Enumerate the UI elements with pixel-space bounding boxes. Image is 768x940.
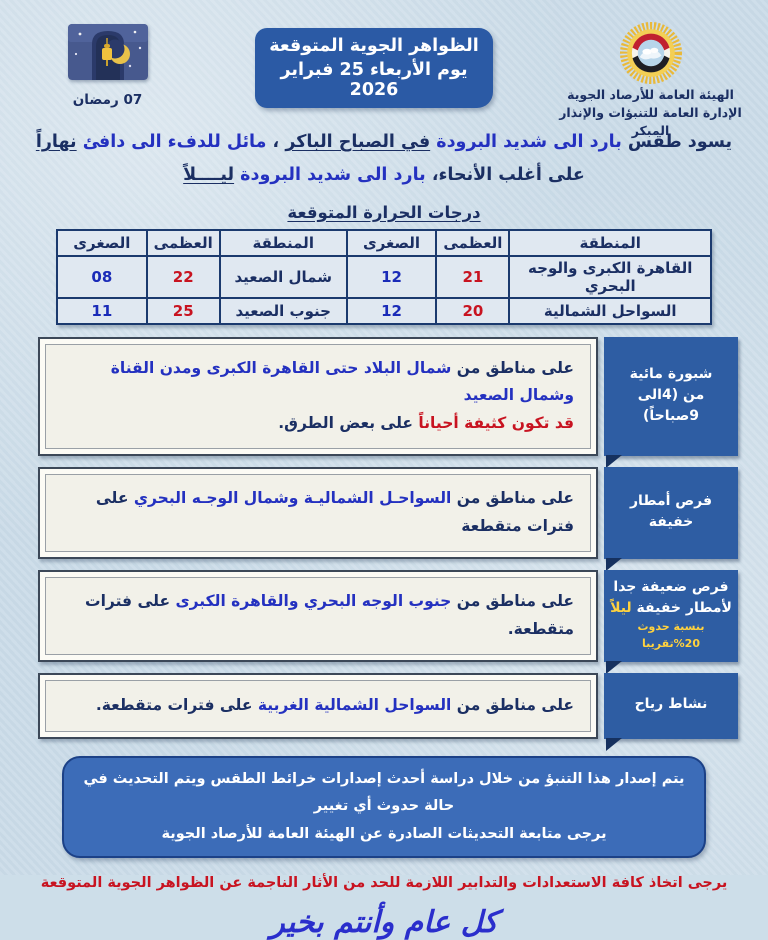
temperature-table: المنطقة العظمى الصغرى المنطقة العظمى الص… [56, 228, 712, 325]
agency-block: الهيئة العامة للأرصاد الجوية الإدارة الع… [543, 14, 758, 140]
alert-label-line: شبورة مائية [629, 365, 713, 382]
alert-label-text: لأمطار خفيفة [631, 600, 732, 617]
alert-text-line: على مناطق من السواحـل الشماليـة وشمال ال… [62, 485, 574, 541]
summary-text: على أغلب الأنحاء، [425, 165, 585, 186]
summary-line-2: على أغلب الأنحاء، بارد الى شديد البرودة … [0, 159, 768, 192]
meteorological-authority-logo-icon [619, 21, 682, 85]
alert-text-line: على مناطق من شمال البلاد حتى القاهرة الك… [62, 355, 574, 411]
summary-text: مائل للدفء الى دافئ [76, 132, 267, 152]
alert-text-line: على مناطق من جنوب الوجه البحري والقاهرة … [62, 588, 574, 644]
update-notice-line: يتم إصدار هذا التنبؤ من خلال دراسة أحدث … [83, 770, 685, 815]
max-temp-cell: 20 [435, 296, 511, 325]
bulletin-date: يوم الأربعاء 25 فبراير 2026 [280, 60, 468, 100]
col-header-min: الصغرى [345, 228, 438, 257]
bulletin-title: الظواهر الجوية المتوقعة [269, 36, 479, 56]
alert-text: السواحل الشمالية الغربية [257, 695, 452, 714]
alert-label-weak-rain-chance: فرص ضعيفة جدا لأمطار خفيفة ليلاً بنسبة ح… [604, 569, 738, 674]
alert-text: السواحـل الشماليـة وشمال الوجـه البحري [133, 489, 452, 508]
alert-text: على فترات متقطعة. [95, 695, 258, 714]
max-temp-cell: 22 [145, 254, 221, 299]
alert-text: على مناطق من [451, 489, 574, 508]
alert-label-line: فرص أمطار [630, 493, 713, 510]
region-cell: القاهرة الكبرى والوجه البحري [508, 254, 712, 299]
summary-text: في الصباح الباكر [285, 132, 431, 152]
weather-bulletin-poster: الهيئة العامة للأرصاد الجوية الإدارة الع… [0, 10, 768, 940]
alert-content-text: على مناطق من السواحـل الشماليـة وشمال ال… [45, 474, 591, 552]
summary-text: ليــــلاً [183, 165, 235, 186]
min-temp-cell: 08 [56, 254, 148, 299]
alert-label-fog: شبورة مائية من (4الى 9صباحاً) [604, 336, 738, 468]
alert-label-line: من (4الى 9صباحاً) [637, 386, 705, 424]
alert-row-wind-activity: نشاط رياح على مناطق من السواحل الشمالية … [38, 672, 738, 751]
alert-content-text: على مناطق من شمال البلاد حتى القاهرة الك… [45, 343, 591, 450]
alert-label-light-rain: فرص أمطار خفيفة [604, 467, 738, 571]
alert-text: جنوب الوجه البحري والقاهرة الكبرى [175, 591, 452, 610]
min-temp-cell: 11 [56, 296, 148, 325]
alert-label-wind-activity: نشاط رياح [604, 672, 738, 751]
alert-text: على فترات متقطعة. [85, 591, 574, 638]
table-header-row: المنطقة العظمى الصغرى المنطقة العظمى الص… [56, 228, 712, 257]
region-cell: السواحل الشمالية [508, 296, 712, 325]
alert-text: على مناطق من [451, 358, 574, 377]
greeting-calligraphy: كل عام وأنتم بخير [270, 905, 498, 940]
table-row: السواحل الشمالية 20 12 جنوب الصعيد 25 11 [56, 296, 712, 325]
table-row: القاهرة الكبرى والوجه البحري 21 12 شمال … [56, 254, 712, 299]
max-temp-cell: 25 [145, 296, 221, 325]
alert-content-wind-activity: على مناطق من السواحل الشمالية الغربية عل… [38, 672, 598, 739]
alert-content-light-rain: على مناطق من السواحـل الشماليـة وشمال ال… [38, 467, 598, 559]
alert-label-line: خفيفة [648, 514, 694, 531]
agency-name: الهيئة العامة للأرصاد الجوية [567, 87, 734, 102]
alert-label-probability: بنسبة حدوث 20%تقريبا [637, 620, 705, 650]
alert-label-line: نشاط رياح [634, 696, 708, 713]
precautions-advisory: يرجى اتخاذ كافة الاستعدادات والتدابير ال… [40, 875, 728, 892]
agency-department: الإدارة العامة للتنبؤات والإنذار المبكر [559, 105, 742, 139]
alert-content-text: على مناطق من السواحل الشمالية الغربية عل… [45, 679, 591, 732]
summary-text: بارد الى شديد البرودة [430, 132, 622, 152]
alert-text: على بعض الطرق. [278, 414, 419, 433]
temperatures-heading: درجات الحرارة المتوقعة [287, 202, 481, 222]
col-header-max: العظمى [435, 228, 511, 257]
alert-label-line: لأمطار خفيفة ليلاً [610, 598, 732, 619]
col-header-region: المنطقة [508, 228, 712, 257]
alert-text: على مناطق من [451, 695, 574, 714]
alert-text: على فترات متقطعة [95, 489, 574, 536]
alert-row-light-rain: فرص أمطار خفيفة على مناطق من السواحـل ال… [38, 467, 738, 571]
ramadan-date: 07 رمضان [72, 92, 143, 108]
alert-text: قد تكون كثيفة أحياناً [418, 414, 574, 433]
alert-content-fog: على مناطق من شمال البلاد حتى القاهرة الك… [38, 336, 598, 457]
update-notice-box: يتم إصدار هذا التنبؤ من خلال دراسة أحدث … [62, 755, 706, 859]
summary-text: نهاراً [35, 132, 77, 152]
col-header-min: الصغرى [56, 228, 148, 257]
ramadan-lantern-icon [67, 24, 148, 80]
update-notice-line: يرجى متابعة التحديثات الصادرة عن الهيئة … [161, 825, 607, 842]
alert-text-line: على مناطق من السواحل الشمالية الغربية عل… [62, 692, 574, 720]
summary-text: يسود طقس [621, 132, 733, 152]
col-header-max: العظمى [145, 228, 221, 257]
region-cell: شمال الصعيد [218, 254, 348, 299]
alert-label-text: ليلاً [610, 600, 632, 617]
summary-text: ، [266, 132, 286, 152]
alert-row-fog: شبورة مائية من (4الى 9صباحاً) على مناطق … [38, 336, 738, 468]
alert-text-line: قد تكون كثيفة أحياناً على بعض الطرق. [62, 410, 574, 438]
alert-content-weak-rain-chance: على مناطق من جنوب الوجه البحري والقاهرة … [38, 569, 598, 662]
min-temp-cell: 12 [345, 296, 438, 325]
alert-text: شمال البلاد حتى القاهرة الكبرى ومدن القن… [110, 358, 574, 405]
alert-label-line: فرص ضعيفة جدا [613, 579, 729, 596]
col-header-region: المنطقة [218, 228, 348, 257]
header: الهيئة العامة للأرصاد الجوية الإدارة الع… [0, 10, 768, 138]
ramadan-block: 07 رمضان [10, 14, 205, 108]
min-temp-cell: 12 [345, 254, 438, 299]
region-cell: جنوب الصعيد [218, 296, 348, 325]
max-temp-cell: 21 [435, 254, 511, 299]
alert-content-text: على مناطق من جنوب الوجه البحري والقاهرة … [45, 576, 591, 655]
alert-row-weak-rain-chance: فرص ضعيفة جدا لأمطار خفيفة ليلاً بنسبة ح… [38, 569, 738, 674]
bulletin-title-box: الظواهر الجوية المتوقعة يوم الأربعاء 25 … [255, 28, 493, 108]
summary-text: بارد الى شديد البرودة [234, 165, 426, 186]
summary-line-1: يسود طقس بارد الى شديد البرودة في الصباح… [0, 126, 768, 159]
weather-summary: يسود طقس بارد الى شديد البرودة في الصباح… [0, 126, 768, 193]
alerts-section: شبورة مائية من (4الى 9صباحاً) على مناطق … [0, 336, 768, 751]
alert-text: على مناطق من [451, 591, 574, 610]
